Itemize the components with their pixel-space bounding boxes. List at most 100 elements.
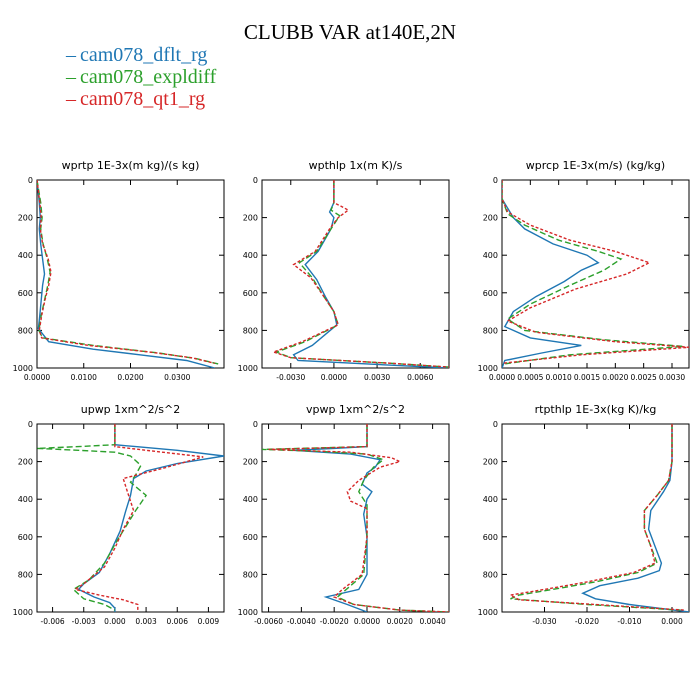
series-line-cam078_qt1_rg [502,180,689,364]
y-tick-label: 0 [493,176,498,185]
y-tick-label: 0 [28,176,33,185]
x-tick-label: 0.0000 [24,373,50,382]
plot-frame [36,179,225,369]
plot-frame [261,179,450,369]
subplot-title: vpwp 1xm^2/s^2 [306,403,405,416]
x-tick-label: 0.0200 [117,373,143,382]
y-tick-label: 1000 [478,608,498,617]
y-tick-label: 1000 [478,364,498,373]
subplot-title: wpthlp 1x(m K)/s [309,159,403,172]
x-tick-label: 0.009 [198,617,220,626]
series-line-cam078_qt1_rg [37,180,215,364]
x-tick-label: 0.0000 [321,373,347,382]
series-line-cam078_dflt_rg [77,424,224,612]
figure-title: CLUBB VAR at140E,2N [243,20,457,44]
y-tick-label: 600 [18,289,33,298]
x-tick-label: 0.0010 [546,373,572,382]
y-tick-label: 1000 [13,608,33,617]
subplot-6: rtpthlp 1E-3x(kg K)/kg 0 200 400 600 800 1000 -… [478,403,690,626]
y-tick-label: 600 [18,533,33,542]
x-tick-label: 0.0060 [407,373,433,382]
x-tick-label: 0.0040 [419,617,445,626]
y-tick-label: 800 [243,570,258,579]
y-tick-label: 0 [253,420,258,429]
y-tick-label: 800 [18,326,33,335]
x-tick-label: -0.020 [575,617,599,626]
y-tick-label: 600 [243,289,258,298]
y-tick-label: 0 [28,420,33,429]
x-tick-label: 0.003 [135,617,157,626]
y-tick-label: 200 [243,214,258,223]
x-tick-label: 0.0030 [659,373,685,382]
series-line-cam078_dflt_rg [37,180,215,368]
subplot-title: upwp 1xm^2/s^2 [81,403,181,416]
series-line-cam078_dflt_rg [292,180,449,368]
plot-frame [36,423,225,613]
x-tick-label: 0.000 [104,617,126,626]
legend-entry-expldiff: – cam078_expldiff [66,66,216,88]
legend-label: cam078_expldiff [80,66,217,88]
x-tick-label: -0.003 [72,617,96,626]
x-tick-label: 0.0005 [517,373,543,382]
y-tick-label: 1000 [238,608,258,617]
legend-line-icon: – [66,66,76,88]
y-tick-label: 400 [483,251,498,260]
y-tick-label: 1000 [238,364,258,373]
series-line-cam078_dflt_rg [581,424,689,612]
y-tick-label: 800 [243,326,258,335]
subplot-3: wprcp 1E-3x(m/s) (kg/kg) 0 200 400 600 800 100… [478,159,690,382]
y-tick-label: 600 [483,533,498,542]
legend-line-icon: – [66,88,76,110]
x-tick-label: 0.0000 [489,373,515,382]
y-tick-label: 400 [483,495,498,504]
series-line-cam078_dflt_rg [502,180,600,368]
x-tick-label: -0.0020 [320,617,349,626]
series-line-cam078_expldiff [37,180,220,365]
y-tick-label: 0 [253,176,258,185]
legend-entry-qt1: – cam078_qt1_rg [66,88,216,110]
x-tick-label: 0.0000 [354,617,380,626]
legend-line-icon: – [66,44,76,66]
subplot-1: wprtp 1E-3x(m kg)/(s kg) 0 200 400 600 800 100… [13,159,225,382]
y-tick-label: 800 [483,570,498,579]
y-tick-label: 600 [483,289,498,298]
x-tick-label: 0.006 [167,617,189,626]
subplot-4: upwp 1xm^2/s^2 0 200 400 600 800 1000 -0.006 -0.… [13,403,225,626]
x-tick-label: -0.0040 [287,617,316,626]
x-tick-label: 0.0015 [574,373,600,382]
plot-frame [501,423,690,613]
y-tick-label: 200 [483,214,498,223]
y-tick-label: 800 [18,570,33,579]
x-tick-label: 0.0100 [71,373,97,382]
series-line-cam078_qt1_rg [271,180,449,368]
series-line-cam078_qt1_rg [73,424,204,612]
subplot-5: vpwp 1xm^2/s^2 0 200 400 600 800 1000-0.0060 -0… [238,403,450,626]
y-tick-label: 800 [483,326,498,335]
y-tick-label: 200 [18,458,33,467]
legend: – cam078_dflt_rg – cam078_expldiff – cam078… [66,44,216,110]
y-tick-label: 400 [243,251,258,260]
x-tick-label: 0.0025 [631,373,657,382]
plot-frame [501,179,690,369]
y-tick-label: 200 [483,458,498,467]
x-tick-label: 0.0030 [364,373,390,382]
legend-label: cam078_dflt_rg [80,44,208,66]
x-tick-label: -0.0030 [276,373,305,382]
y-tick-label: 1000 [13,364,33,373]
y-tick-label: 400 [18,251,33,260]
x-tick-label: 0.0020 [387,617,413,626]
subplot-title: rtpthlp 1E-3x(kg K)/kg [535,403,657,416]
series-line-cam078_expldiff [502,180,684,365]
plot-frame [261,423,450,613]
legend-label: cam078_qt1_rg [80,88,206,110]
y-tick-label: 600 [243,533,258,542]
series-line-cam078_expldiff [274,180,449,368]
x-tick-label: 0.000 [661,617,683,626]
x-tick-label: -0.0060 [254,617,283,626]
y-tick-label: 200 [18,214,33,223]
y-tick-label: 400 [18,495,33,504]
series-line-cam078_qt1_rg [508,424,685,611]
subplot-title: wprtp 1E-3x(m kg)/(s kg) [62,159,200,172]
series-line-cam078_qt1_rg [268,424,449,612]
